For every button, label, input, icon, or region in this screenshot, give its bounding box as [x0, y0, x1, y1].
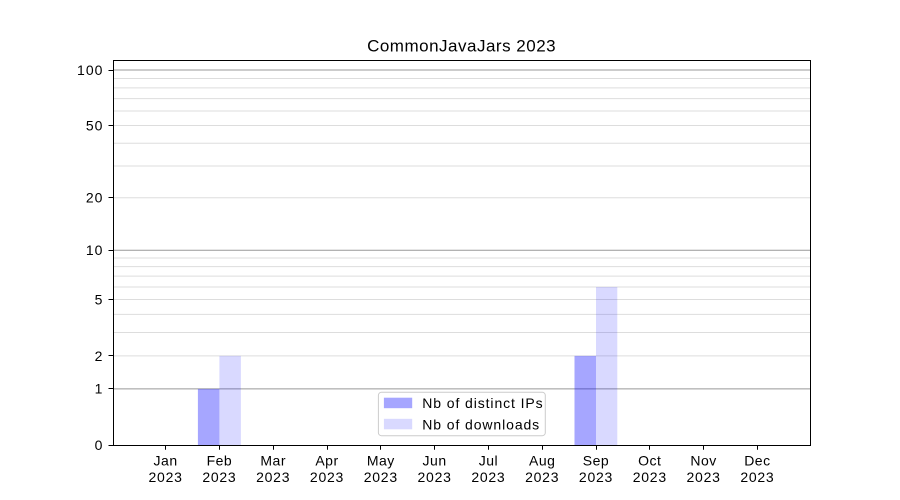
svg-text:May: May — [367, 452, 395, 468]
svg-text:2023: 2023 — [579, 469, 613, 485]
svg-text:2023: 2023 — [418, 469, 452, 485]
svg-text:Jul: Jul — [479, 452, 498, 468]
svg-text:2: 2 — [95, 348, 104, 364]
svg-text:10: 10 — [86, 242, 104, 258]
svg-text:2023: 2023 — [740, 469, 774, 485]
svg-text:5: 5 — [95, 291, 104, 307]
svg-text:2023: 2023 — [202, 469, 236, 485]
svg-text:2023: 2023 — [310, 469, 344, 485]
svg-text:Oct: Oct — [638, 452, 661, 468]
svg-text:Apr: Apr — [315, 452, 338, 468]
svg-text:Feb: Feb — [207, 452, 233, 468]
svg-text:Dec: Dec — [744, 452, 770, 468]
svg-text:0: 0 — [95, 437, 104, 453]
svg-text:50: 50 — [86, 117, 104, 133]
svg-text:2023: 2023 — [687, 469, 721, 485]
svg-text:Jun: Jun — [423, 452, 447, 468]
svg-text:Mar: Mar — [260, 452, 286, 468]
svg-text:20: 20 — [86, 190, 104, 206]
svg-text:Nb of downloads: Nb of downloads — [422, 416, 540, 432]
svg-text:Jan: Jan — [154, 452, 178, 468]
svg-text:2023: 2023 — [256, 469, 290, 485]
svg-text:1: 1 — [95, 381, 104, 397]
svg-text:2023: 2023 — [364, 469, 398, 485]
svg-text:CommonJavaJars 2023: CommonJavaJars 2023 — [367, 37, 556, 56]
svg-text:100: 100 — [77, 62, 103, 78]
svg-text:2023: 2023 — [525, 469, 559, 485]
svg-text:Nov: Nov — [690, 452, 716, 468]
svg-text:2023: 2023 — [149, 469, 183, 485]
svg-text:Nb of distinct IPs: Nb of distinct IPs — [422, 395, 543, 411]
svg-text:2023: 2023 — [633, 469, 667, 485]
svg-text:Aug: Aug — [529, 452, 555, 468]
svg-text:2023: 2023 — [471, 469, 505, 485]
svg-text:Sep: Sep — [583, 452, 609, 468]
